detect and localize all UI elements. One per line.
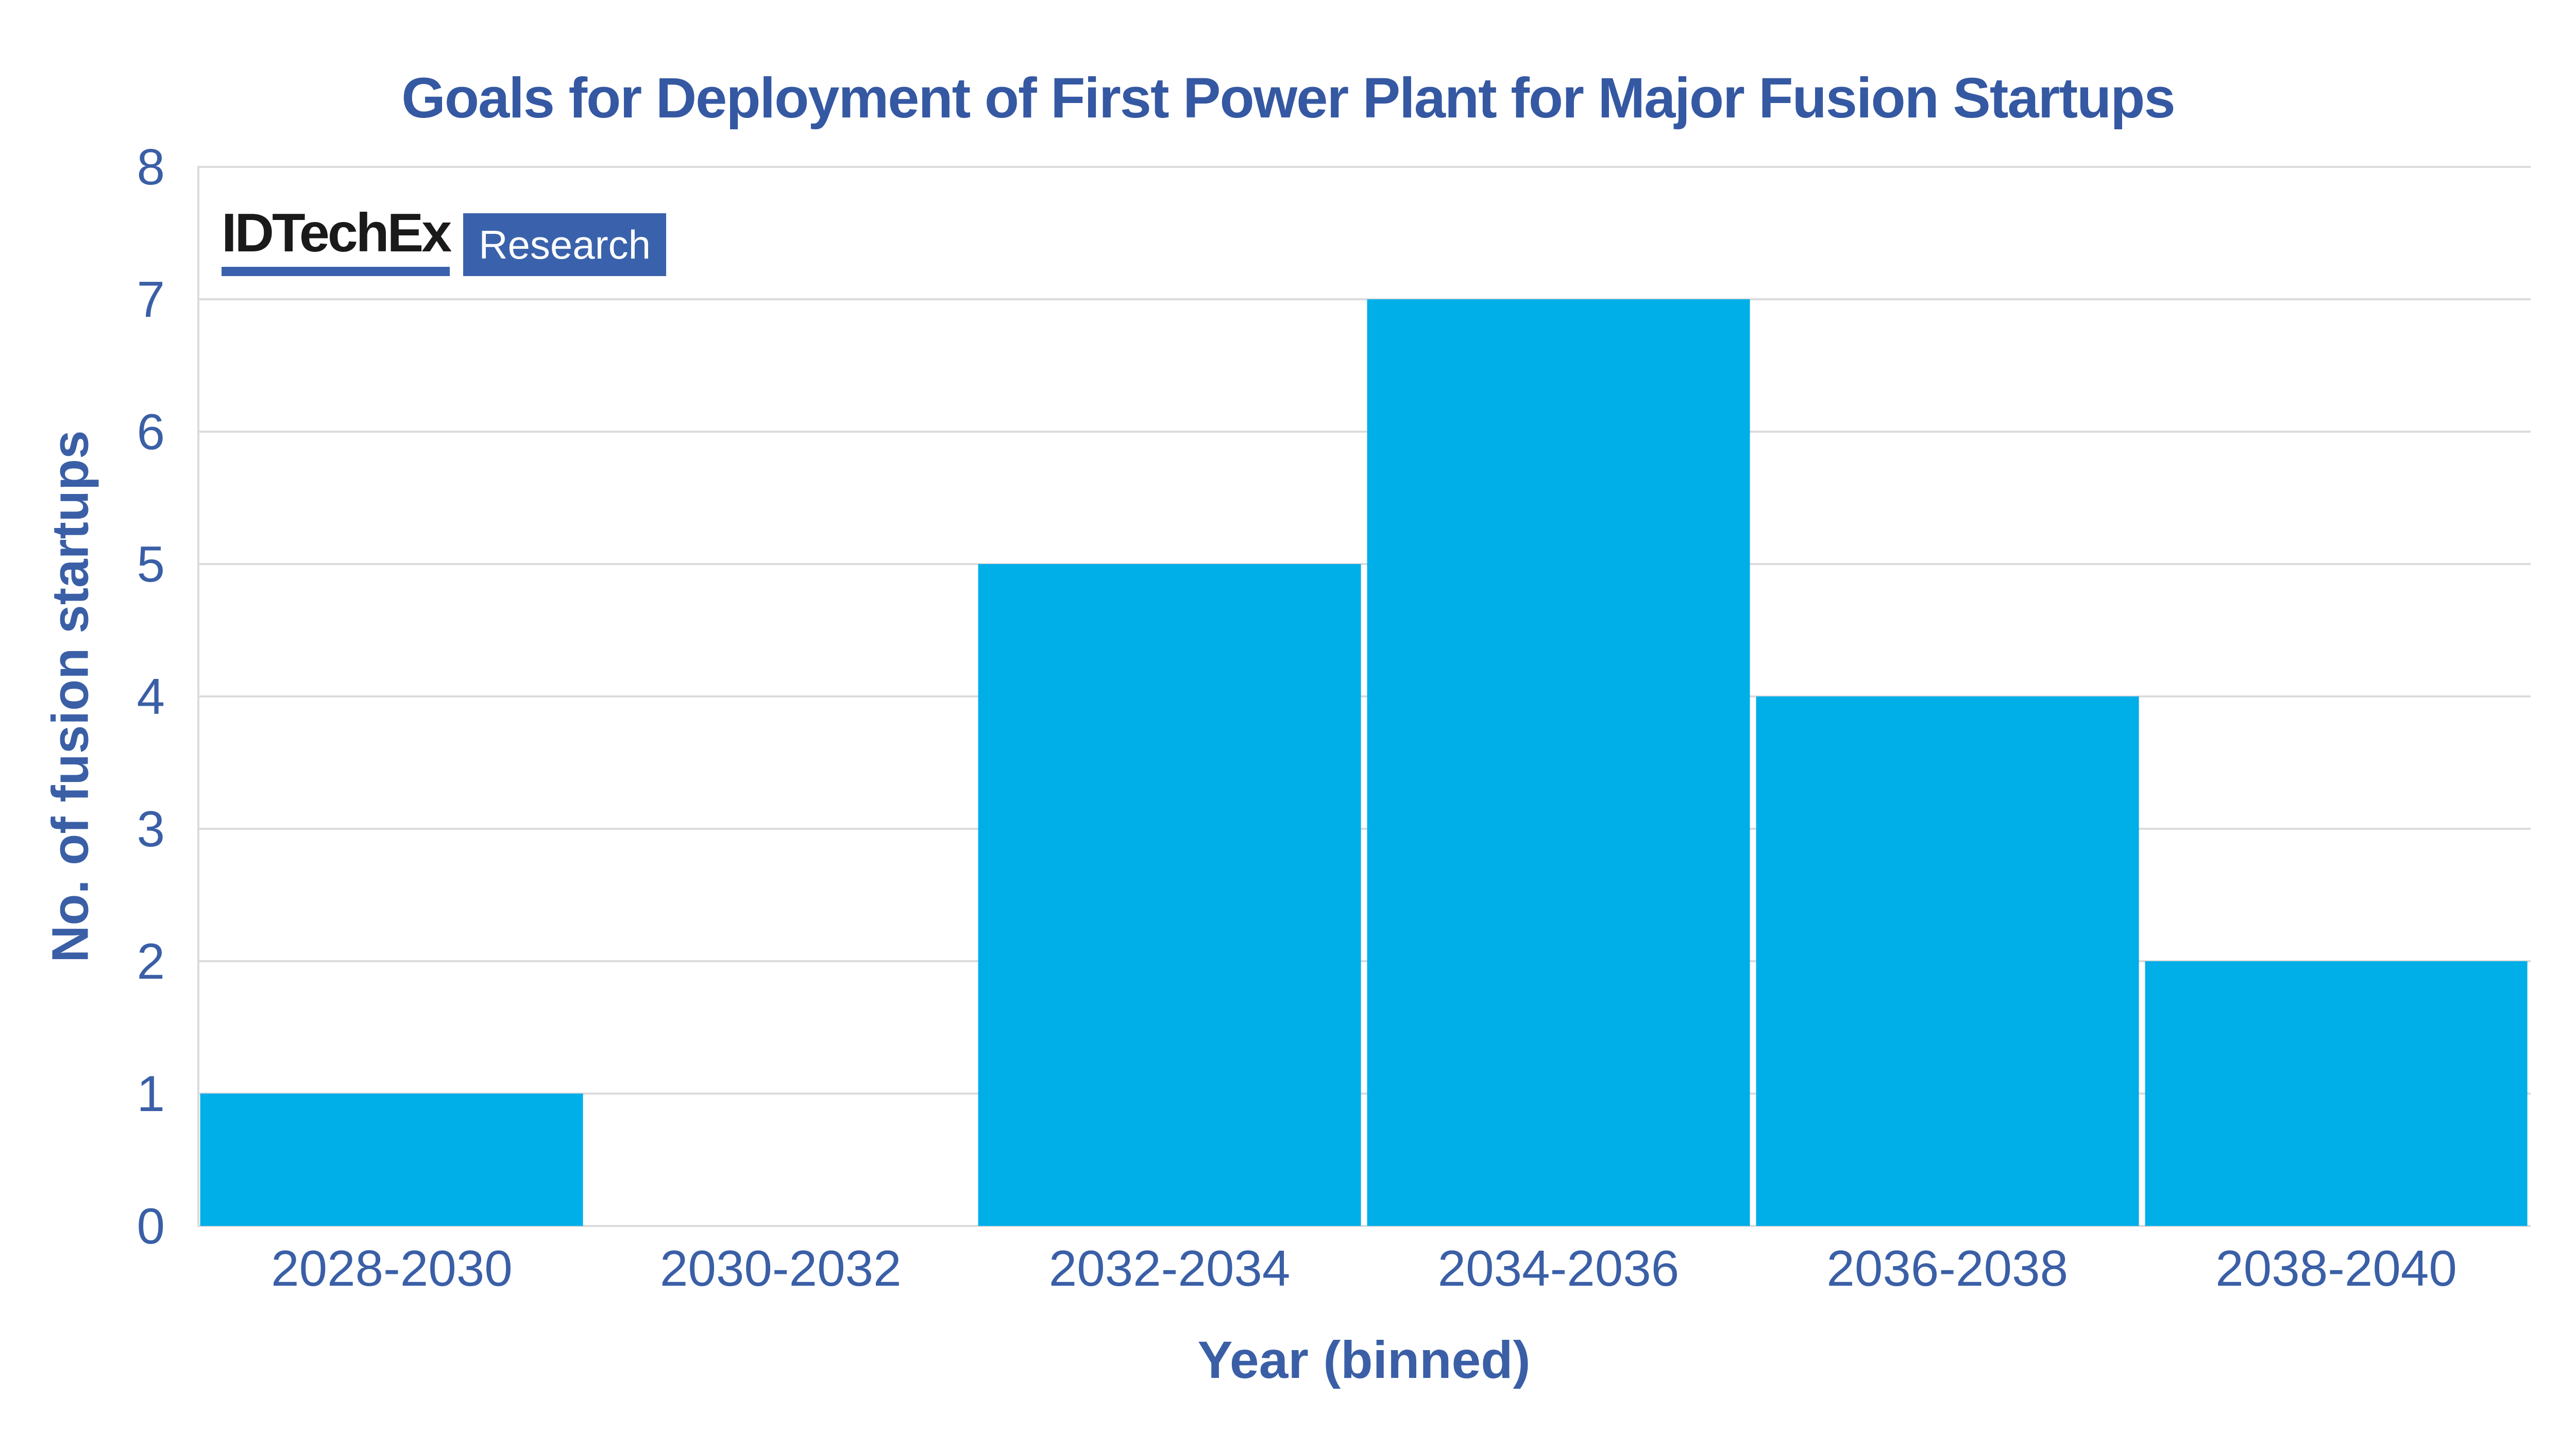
y-tick-label-1: 1: [137, 1065, 165, 1122]
gridline-y-7: [197, 298, 2531, 300]
gridline-y-6: [197, 431, 2531, 433]
x-tick-label-2028-2030: 2028-2030: [271, 1240, 513, 1297]
bar-2032-2034: [978, 564, 1361, 1226]
bar-2038-2040: [2145, 961, 2528, 1226]
gridline-y-1: [197, 1093, 2531, 1095]
y-tick-label-2: 2: [137, 933, 165, 990]
y-tick-label-0: 0: [137, 1198, 165, 1254]
x-tick-labels: 2028-2030 2030-2032 2032-2034 2034-2036 2036…: [197, 1242, 2531, 1299]
x-tick-label-2038-2040: 2038-2040: [2215, 1240, 2457, 1297]
idtechex-underline: [222, 267, 450, 276]
y-tick-label-5: 5: [137, 536, 165, 592]
gridline-y-8: [197, 166, 2531, 168]
research-badge-text: Research: [479, 221, 651, 267]
y-tick-label-4: 4: [137, 668, 165, 725]
bar-2028-2030: [200, 1094, 583, 1226]
y-tick-label-6: 6: [137, 403, 165, 460]
gridline-y-5: [197, 563, 2531, 565]
gridline-y-3: [197, 828, 2531, 830]
y-tick-label-7: 7: [137, 271, 165, 328]
idtechex-brand-text: IDTechEx: [222, 202, 452, 263]
bar-2034-2036: [1367, 299, 1750, 1226]
research-badge: Research: [463, 213, 667, 276]
gridline-y-4: [197, 695, 2531, 697]
gridline-y-2: [197, 960, 2531, 962]
gridline-y-0: [197, 1225, 2531, 1227]
idtechex-logo: IDTechEx Research: [222, 202, 667, 276]
chart-title: Goals for Deployment of First Power Plan…: [401, 66, 2175, 130]
y-tick-label-3: 3: [137, 800, 165, 857]
x-tick-label-2032-2034: 2032-2034: [1048, 1240, 1291, 1297]
x-tick-label-2034-2036: 2034-2036: [1437, 1240, 1680, 1297]
bar-2036-2038: [1756, 696, 2139, 1226]
plot-area: [197, 166, 2531, 1227]
y-tick-labels: 0 1 2 3 4 5 6 7 8: [0, 142, 170, 1251]
x-tick-label-2036-2038: 2036-2038: [1826, 1240, 2069, 1297]
x-tick-label-2030-2032: 2030-2032: [659, 1240, 902, 1297]
x-axis-title: Year (binned): [1197, 1331, 1531, 1389]
y-tick-label-8: 8: [137, 139, 165, 195]
idtechex-wordmark: IDTechEx: [222, 202, 452, 276]
y-axis-line: [197, 167, 199, 1227]
